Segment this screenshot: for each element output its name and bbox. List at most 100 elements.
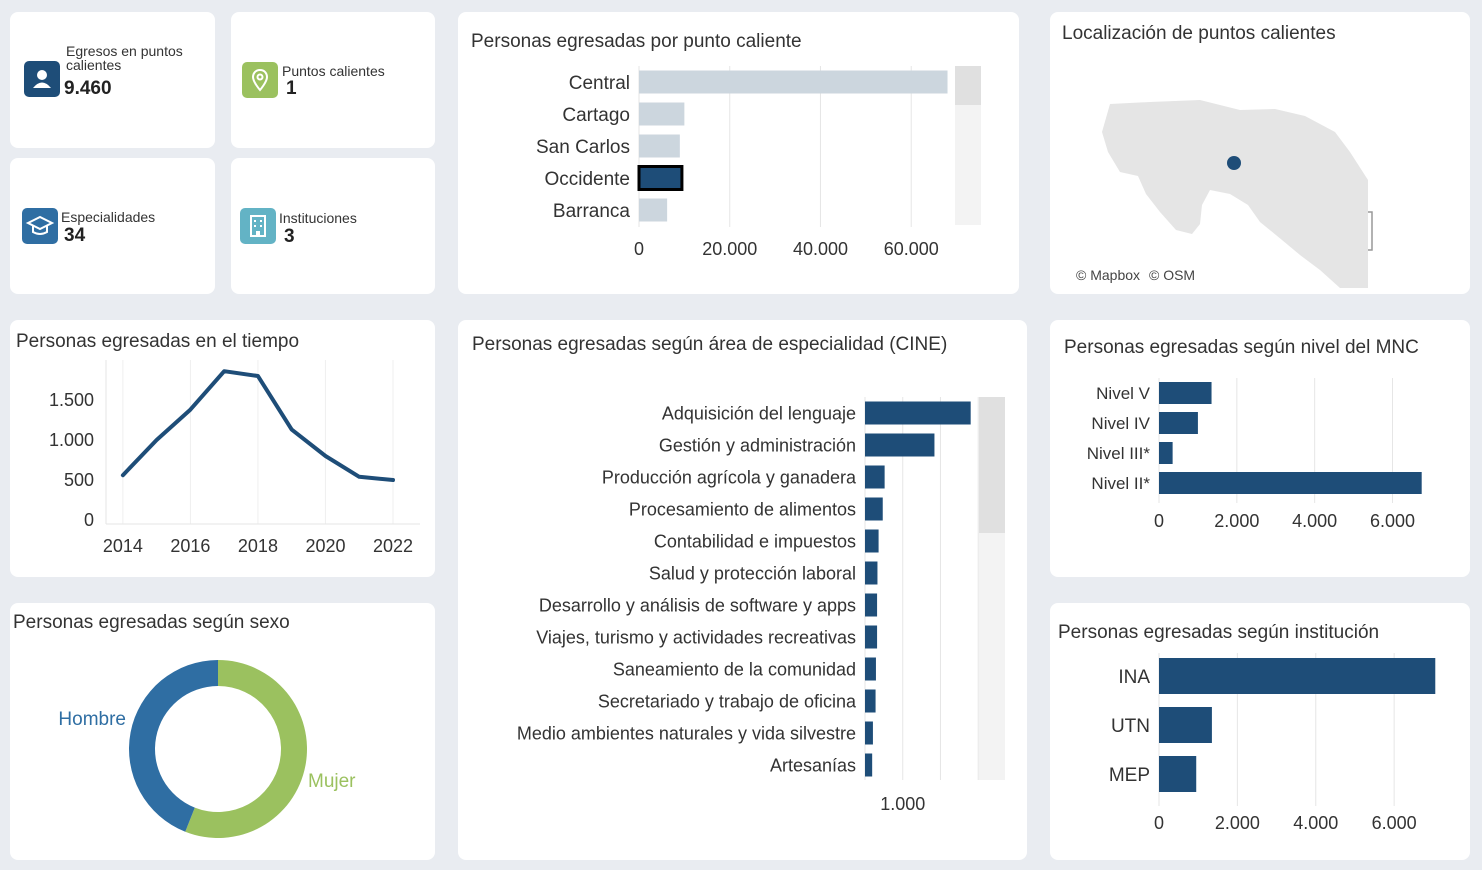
tick-label: 60.000: [884, 239, 939, 259]
series-line[interactable]: [120, 369, 395, 482]
bar[interactable]: [1159, 472, 1422, 494]
slice-label: Mujer: [308, 771, 356, 792]
category-label: Occidente: [544, 169, 630, 190]
bar[interactable]: [637, 165, 684, 191]
category-label: MEP: [1109, 765, 1150, 786]
category-label: Producción agrícola y ganadera: [602, 467, 857, 487]
osm-attribution[interactable]: © OSM: [1149, 267, 1196, 283]
kpi-card-puntos[interactable]: Puntos calientes 1: [231, 12, 435, 148]
kpi-card-egresos[interactable]: Egresos en puntos calientes 9.460: [10, 12, 215, 148]
mapbox-attribution[interactable]: © Mapbox: [1076, 267, 1141, 283]
tick-label: 6.000: [1370, 511, 1415, 531]
bar[interactable]: [1159, 382, 1212, 404]
bar[interactable]: [865, 465, 885, 489]
tick-label: 20.000: [702, 239, 757, 259]
person-icon: [24, 61, 60, 97]
tick-label: 2.000: [1215, 813, 1260, 833]
bar[interactable]: [1159, 442, 1173, 464]
bar[interactable]: [865, 625, 878, 649]
category-label: Salud y protección laboral: [649, 563, 856, 583]
bar[interactable]: [639, 70, 948, 94]
y-tick-label: 0: [84, 510, 94, 530]
slice-label: Hombre: [58, 709, 126, 730]
bar[interactable]: [865, 401, 971, 425]
bar[interactable]: [1159, 658, 1436, 694]
kpi-value: 3: [284, 226, 295, 247]
category-label: Nivel II*: [1091, 474, 1150, 493]
kpi-label: Puntos calientes: [282, 63, 385, 79]
y-tick-label: 1.500: [49, 390, 94, 410]
institution-bar-chart: INA UTN MEP 0 2.000 4.000 6.000: [1109, 653, 1436, 833]
category-label: San Carlos: [536, 137, 630, 158]
category-label: Contabilidad e impuestos: [654, 531, 856, 551]
tick-label: 0: [1154, 813, 1164, 833]
x-tick-label: 2022: [373, 536, 413, 556]
category-label: Procesamiento de alimentos: [629, 499, 856, 519]
category-label: Gestión y administración: [659, 435, 856, 455]
category-label: Barranca: [553, 201, 631, 222]
chart-title: Personas egresadas en el tiempo: [16, 331, 300, 352]
category-label: Central: [569, 73, 630, 94]
map-card: Localización de puntos calientes © Mapbo…: [1050, 12, 1470, 294]
category-label: Cartago: [562, 105, 630, 126]
kpi-label: Especialidades: [61, 209, 156, 225]
bar[interactable]: [1159, 412, 1198, 434]
costa-rica-map[interactable]: [1050, 12, 1470, 294]
chart-title: Personas egresadas según nivel del MNC: [1064, 337, 1419, 358]
x-tick-label: 2018: [238, 536, 278, 556]
bar[interactable]: [865, 593, 878, 617]
map-pin-icon: [242, 62, 278, 98]
tick-label: 4.000: [1292, 511, 1337, 531]
category-label: Artesanías: [770, 755, 856, 775]
bar[interactable]: [639, 198, 668, 222]
bar[interactable]: [1159, 756, 1197, 792]
bar[interactable]: [639, 134, 680, 158]
y-tick-label: 1.000: [49, 430, 94, 450]
hotspot-marker[interactable]: [1227, 156, 1241, 170]
tick-label: 0: [634, 239, 644, 259]
kpi-card-especialidades[interactable]: Especialidades 34: [10, 158, 215, 294]
time-line-chart: 2014 2016 2018 2020 2022 0 500 1.000 1.500: [49, 360, 420, 556]
chart-card-hotspot: Personas egresadas por punto caliente Ce…: [458, 12, 1019, 294]
tick-label: 6.000: [1372, 813, 1417, 833]
category-label: Viajes, turismo y actividades recreativa…: [536, 627, 856, 647]
x-tick-label: 2014: [103, 536, 143, 556]
x-tick-label: 2020: [305, 536, 345, 556]
bar[interactable]: [865, 721, 873, 745]
kpi-label: Instituciones: [279, 210, 357, 226]
chart-title: Personas egresadas según institución: [1058, 622, 1380, 643]
bar[interactable]: [865, 689, 876, 713]
bar[interactable]: [1159, 707, 1212, 743]
donut-slice[interactable]: [129, 660, 218, 832]
chart-card-institucion: Personas egresadas según institución INA…: [1050, 603, 1470, 860]
category-label: Saneamiento de la comunidad: [613, 659, 856, 679]
chart-title: Personas egresadas según área de especia…: [472, 334, 948, 355]
hotspot-bar-chart: Central Cartago San Carlos Occidente Barranc…: [536, 66, 981, 259]
scrollbar-thumb[interactable]: [979, 397, 1005, 533]
tick-label: 2.000: [1214, 511, 1259, 531]
category-label: Secretariado y trabajo de oficina: [598, 691, 857, 711]
donut-slice[interactable]: [185, 660, 307, 838]
kpi-card-instituciones[interactable]: Instituciones 3: [231, 158, 435, 294]
kpi-value: 9.460: [64, 78, 112, 99]
bar[interactable]: [865, 497, 883, 521]
tick-label: 4.000: [1293, 813, 1338, 833]
kpi-label: Egresos en puntos: [66, 43, 183, 59]
tick-label: 40.000: [793, 239, 848, 259]
x-tick-label: 2016: [170, 536, 210, 556]
bar[interactable]: [865, 657, 876, 681]
cine-bar-chart: Adquisición del lenguaje Gestión y admini…: [517, 397, 1005, 814]
y-tick-label: 500: [64, 470, 94, 490]
category-label: Medio ambientes naturales y vida silvest…: [517, 723, 856, 743]
kpi-label-2: calientes: [66, 57, 122, 73]
scrollbar-thumb[interactable]: [955, 66, 981, 105]
bar[interactable]: [865, 561, 878, 585]
bar[interactable]: [865, 753, 873, 777]
map-title: Localización de puntos calientes: [1062, 23, 1336, 44]
bar[interactable]: [639, 102, 685, 126]
mnc-bar-chart: Nivel V Nivel IV Nivel III* Nivel II*0 2.000…: [1087, 378, 1422, 531]
category-label: Adquisición del lenguaje: [662, 403, 856, 423]
category-label: Nivel V: [1096, 384, 1151, 403]
bar[interactable]: [865, 433, 935, 457]
bar[interactable]: [865, 529, 879, 553]
